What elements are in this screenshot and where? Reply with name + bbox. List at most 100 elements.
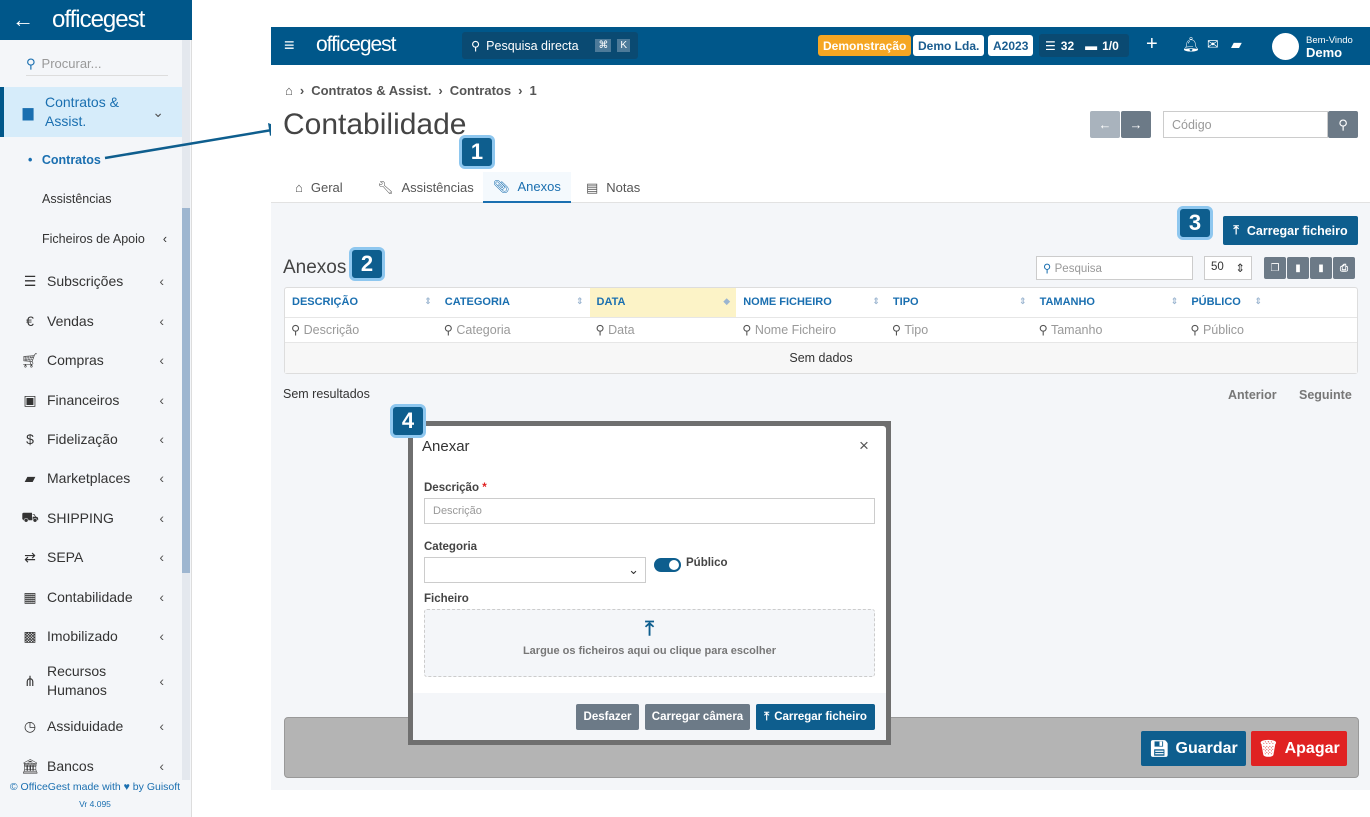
sidebar-group-contratos[interactable]: ▆ Contratos & Assist. ⌄ [0, 87, 182, 137]
plus-icon[interactable]: + [1146, 33, 1158, 55]
column-header[interactable]: DESCRIÇÃO ⇕ [285, 288, 438, 318]
home-icon: ⌂ [295, 180, 303, 195]
bag-icon: ▰ [24, 469, 36, 486]
delete-button[interactable]: 🗑︎ Apagar [1251, 731, 1347, 766]
menu-icon[interactable]: ≡ [284, 35, 295, 55]
tab-geral[interactable]: ⌂ Geral [295, 180, 343, 195]
column-filter[interactable]: ⚲ Categoria [437, 317, 590, 343]
tab-assistencias[interactable]: 🔧︎ Assistências [377, 179, 474, 196]
sidebar-item-compras[interactable]: 🛒︎ Compras ‹ [21, 351, 164, 369]
column-filter[interactable]: ⚲ Público [1184, 317, 1357, 343]
header-logo: officegest [316, 33, 397, 56]
sidebar-item-contabilidade[interactable]: ▦ Contabilidade ‹ [0, 587, 182, 607]
calculator-icon: ▦ [23, 588, 37, 605]
public-label: Público [686, 557, 728, 569]
prev-record-button[interactable]: ← [1090, 111, 1120, 138]
column-header[interactable]: CATEGORIA ⇕ [437, 288, 590, 318]
quick-search[interactable]: ⚲ Pesquisa directa ⌘ K [462, 32, 638, 59]
table-search-input[interactable]: ⚲ Pesquisa [1036, 256, 1193, 280]
sidebar-item-subscri-es[interactable]: ☰ Subscrições ‹ [0, 271, 182, 291]
tab-anexos[interactable]: 📎︎ Anexos [483, 172, 571, 203]
public-toggle[interactable] [654, 558, 681, 572]
counters[interactable]: ☰ 32 ▬ 1/0 [1039, 34, 1129, 57]
column-filter[interactable]: ⚲ Tamanho [1032, 317, 1185, 343]
column-filter[interactable]: ⚲ Data [589, 317, 737, 343]
next-page-button[interactable]: Seguinte [1299, 388, 1352, 402]
sidebar-item-financeiros[interactable]: ▣ Financeiros ‹ [0, 390, 182, 410]
breadcrumb-item[interactable]: Contratos & Assist. [311, 83, 432, 98]
search-placeholder: Procurar... [41, 56, 102, 71]
column-filter[interactable]: ⚲ Tipo [885, 317, 1033, 343]
comment-icon: ▤ [586, 179, 599, 195]
sidebar-item-fideliza-o[interactable]: $ Fidelização ‹ [0, 429, 182, 449]
undo-button[interactable]: Desfazer [576, 704, 639, 730]
sidebar-search[interactable]: ⚲ Procurar... [26, 52, 168, 76]
company-badge[interactable]: Demo Lda. [913, 35, 985, 56]
sidebar-item-vendas[interactable]: € Vendas ‹ [0, 311, 182, 331]
category-label: Categoria [424, 541, 478, 553]
copy-icon[interactable]: ❐ [1264, 257, 1286, 279]
close-icon[interactable]: × [859, 436, 869, 455]
chevron-left-icon: ‹ [159, 431, 164, 447]
sidebar-item-sepa[interactable]: ⇄ SEPA ‹ [0, 547, 182, 567]
cart-icon: 🛒︎ [21, 351, 39, 368]
camera-button[interactable]: Carregar câmera [645, 704, 750, 730]
footer-credit: © OfficeGest made with ♥ by Guisoft [9, 781, 181, 793]
sidebar-item-bancos[interactable]: 🏛︎ Bancos ‹ [21, 757, 164, 775]
description-input[interactable]: Descrição [424, 498, 875, 524]
csv-icon[interactable]: ▮ [1310, 257, 1332, 279]
column-header[interactable]: TAMANHO ⇕ [1032, 288, 1185, 318]
sidebar: ← officegest ⚲ Procurar... ▆ Contratos & A… [0, 0, 192, 817]
prev-page-button[interactable]: Anterior [1228, 388, 1277, 402]
next-record-button[interactable]: → [1121, 111, 1151, 138]
sidebar-sub-assistencias[interactable]: Assistências [42, 192, 112, 206]
category-select[interactable]: ⌄ [424, 557, 646, 583]
sidebar-sub-ficheiros[interactable]: Ficheiros de Apoio ‹ [42, 232, 167, 246]
avatar[interactable] [1272, 33, 1299, 60]
sidebar-scrollbar[interactable] [182, 40, 190, 780]
chevron-down-icon: ⌄ [152, 103, 164, 120]
annotation-badge: 2 [349, 247, 385, 281]
sort-icon: ⇕ [1254, 296, 1262, 307]
tab-notas[interactable]: ▤ Notas [586, 179, 641, 196]
column-header[interactable]: DATA ◆ [589, 288, 737, 318]
breadcrumb-item[interactable]: Contratos [449, 83, 512, 98]
sidebar-header: ← officegest [0, 0, 192, 40]
column-filter[interactable]: ⚲ Nome Ficheiro [736, 317, 886, 343]
chevron-left-icon: ‹ [159, 549, 164, 565]
sidebar-item-imobilizado[interactable]: ▩ Imobilizado ‹ [0, 626, 182, 646]
truck-icon: ⛟ [21, 508, 39, 525]
breadcrumb-item: 1 [529, 83, 537, 98]
code-input[interactable]: Código [1163, 111, 1328, 138]
page-size-select[interactable]: 50 ⇕ [1204, 256, 1252, 280]
print-icon[interactable]: ⎙ [1333, 257, 1355, 279]
chevron-left-icon: ‹ [159, 470, 164, 486]
home-icon[interactable]: ⌂ [285, 83, 293, 98]
back-arrow-icon[interactable]: ← [12, 7, 34, 32]
save-button[interactable]: 💾︎ Guardar [1141, 731, 1246, 766]
demo-badge[interactable]: Demonstração [818, 35, 912, 56]
mail-icon[interactable]: ✉ [1207, 36, 1219, 52]
upload-file-button[interactable]: ⤒ Carregar ficheiro [1223, 216, 1358, 245]
column-filter[interactable]: ⚲ Descrição [285, 317, 438, 343]
column-header[interactable]: TIPO ⇕ [885, 288, 1033, 318]
modal-upload-button[interactable]: ⤒ Carregar ficheiro [756, 704, 875, 730]
top-header: ≡ officegest ⚲ Pesquisa directa ⌘ K Demon… [271, 27, 1370, 65]
sort-icon: ⇕ [424, 296, 432, 307]
sidebar-sub-contratos[interactable]: • Contratos [28, 153, 101, 167]
column-header[interactable]: PÚBLICO ⇕ [1184, 288, 1357, 318]
excel-icon[interactable]: ▮ [1287, 257, 1309, 279]
ticket-icon[interactable]: ▰ [1231, 36, 1242, 52]
sidebar-item-shipping[interactable]: ⛟ SHIPPING ‹ [21, 508, 164, 527]
chevron-left-icon: ‹ [159, 273, 164, 289]
sidebar-item-marketplaces[interactable]: ▰ Marketplaces ‹ [0, 468, 182, 488]
sort-icon: ◆ [723, 296, 731, 307]
empty-row: Sem dados [285, 342, 1357, 373]
column-header[interactable]: NOME FICHEIRO ⇕ [736, 288, 886, 318]
sidebar-item-recursos-humanos[interactable]: ⋔ Recursos Humanos ‹ [0, 663, 182, 698]
bell-icon[interactable]: 🔔︎ [1182, 36, 1200, 52]
file-dropzone[interactable]: ⤒ Largue os ficheiros aqui ou clique par… [424, 609, 875, 677]
year-badge[interactable]: A2023 [988, 35, 1034, 56]
code-search-button[interactable]: ⚲ [1328, 111, 1358, 138]
sidebar-item-assiduidade[interactable]: ◷ Assiduidade ‹ [0, 716, 182, 736]
